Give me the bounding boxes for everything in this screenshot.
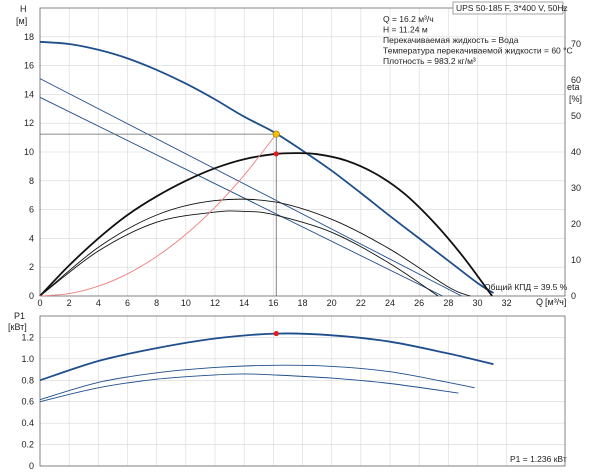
power-point-marker xyxy=(273,330,279,337)
performance-curves xyxy=(39,40,494,297)
power-tick-label: 1.0 xyxy=(21,354,34,364)
eta-tick-label: 40 xyxy=(571,147,581,157)
eta-max-curve xyxy=(39,152,493,297)
power-frame xyxy=(39,315,566,467)
head-tick-label: 14 xyxy=(24,89,34,99)
q-tick-label: 2 xyxy=(67,298,72,308)
duty-info-line: Q = 16.2 м³/ч xyxy=(383,14,434,24)
q-tick-label: 28 xyxy=(443,298,453,308)
power-tick-label: 0.2 xyxy=(21,440,34,450)
q-tick-label: 8 xyxy=(154,298,159,308)
eta-axis-label: eta xyxy=(567,82,580,92)
eta-tick-label: 70 xyxy=(571,39,581,49)
efficiency-label: Общий КПД = 39.5 % xyxy=(484,282,568,292)
power-tick-label: 0.4 xyxy=(21,418,34,428)
q-tick-label: 22 xyxy=(356,298,366,308)
head-axis-unit: [м] xyxy=(16,16,27,26)
duty-info-line: Температура перекачиваемой жидкости = 60… xyxy=(383,46,573,56)
eta-tick-label: 50 xyxy=(571,111,581,121)
duty-point xyxy=(272,130,280,138)
duty-info-line: H = 11.24 м xyxy=(383,25,428,35)
p1-mid-curve xyxy=(39,364,475,401)
head-tick-label: 8 xyxy=(29,176,34,186)
power-tick-label: 0.8 xyxy=(21,375,34,385)
power-curves xyxy=(39,332,494,403)
q-tick-label: 16 xyxy=(268,298,278,308)
efficiency-point xyxy=(273,151,279,157)
p1-min-curve xyxy=(39,373,459,403)
q-tick-label: 24 xyxy=(385,298,395,308)
eta-tick-label: 60 xyxy=(571,75,581,85)
head-mid-curve xyxy=(39,78,462,297)
q-tick-label: 0 xyxy=(37,298,42,308)
operating-point-markers xyxy=(40,130,280,296)
eta-tick-label: 0 xyxy=(571,291,576,301)
head-tick-label: 10 xyxy=(24,147,34,157)
performance-panel: H [м] eta [%] Q [м³/ч] 0 2 4 6 8 10 12 14 16 18 20… xyxy=(16,1,582,308)
duty-info-line: Плотность = 983.2 кг/м³ xyxy=(383,56,476,66)
q-tick-label: 18 xyxy=(297,298,307,308)
power-axis-label: P1 xyxy=(14,311,25,321)
q-tick-labels: 0 2 4 6 8 10 12 14 16 18 20 22 24 26 28 30 32 xyxy=(37,298,511,308)
q-tick-label: 10 xyxy=(181,298,191,308)
power-grid xyxy=(39,316,565,467)
head-tick-label: 16 xyxy=(24,61,34,71)
eta-min-curve xyxy=(39,210,439,297)
q-tick-label: 6 xyxy=(125,298,130,308)
model-title: UPS 50-185 F, 3*400 V, 50Hz xyxy=(456,3,568,13)
q-tick-label: 4 xyxy=(96,298,101,308)
duty-info-line: Перекачиваемая жидкость = Вода xyxy=(383,35,519,45)
head-tick-label: 4 xyxy=(29,233,34,243)
power-point xyxy=(273,330,279,337)
head-axis-label: H xyxy=(20,4,27,14)
q-tick-label: 26 xyxy=(414,298,424,308)
head-tick-labels: 0 2 4 6 8 10 12 14 16 18 xyxy=(24,32,34,301)
p1-max-curve xyxy=(39,332,494,382)
eta-tick-label: 10 xyxy=(571,255,581,265)
q-tick-label: 12 xyxy=(210,298,220,308)
head-tick-label: 0 xyxy=(29,291,34,301)
performance-frame xyxy=(39,7,566,297)
head-tick-label: 6 xyxy=(29,205,34,215)
eta-tick-label: 30 xyxy=(571,183,581,193)
power-axis-unit: [кВт] xyxy=(8,322,27,332)
q-tick-label: 30 xyxy=(472,298,482,308)
model-title-box xyxy=(452,1,564,15)
power-tick-label: 0.6 xyxy=(21,397,34,407)
eta-axis-unit: [%] xyxy=(569,94,582,104)
q-tick-label: 20 xyxy=(327,298,337,308)
power-panel: P1 [кВт] 0 0.2 0.4 0.6 0.8 1.0 1.2 P1 = 1.236 … xyxy=(8,311,567,471)
q-tick-label: 14 xyxy=(239,298,249,308)
eta-tick-labels: 0 10 20 30 40 50 60 70 xyxy=(571,39,581,301)
q-axis-label: Q xyxy=(536,297,543,307)
system-curve-curve xyxy=(39,133,277,297)
head-tick-label: 12 xyxy=(24,118,34,128)
power-label: P1 = 1.236 кВт xyxy=(510,454,567,464)
power-tick-label: 0 xyxy=(29,461,34,471)
head-tick-label: 2 xyxy=(29,262,34,272)
power-tick-labels: 0 0.2 0.4 0.6 0.8 1.0 1.2 xyxy=(21,332,34,471)
head-max-curve xyxy=(39,40,494,294)
q-tick-label: 32 xyxy=(502,298,512,308)
power-tick-label: 1.2 xyxy=(21,332,34,342)
q-axis-unit: [м³/ч] xyxy=(545,297,566,307)
eta-tick-label: 20 xyxy=(571,219,581,229)
eta-mid-curve xyxy=(39,198,471,297)
head-min-curve xyxy=(39,96,443,297)
head-tick-label: 18 xyxy=(24,32,34,42)
